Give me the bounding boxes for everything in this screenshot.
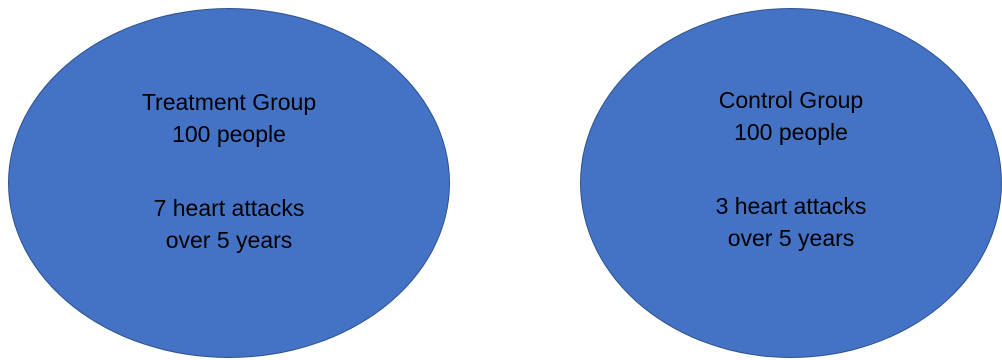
treatment-group-outcome: 7 heart attacks: [153, 195, 305, 221]
control-group-title: Control Group: [718, 87, 864, 113]
control-group-duration: over 5 years: [727, 225, 855, 251]
treatment-group-count: 100 people: [172, 121, 286, 147]
control-group-outcome: 3 heart attacks: [715, 193, 867, 219]
treatment-group-duration: over 5 years: [165, 227, 293, 253]
treatment-group-title: Treatment Group: [141, 89, 317, 115]
treatment-group-ellipse: Treatment Group 100 people 7 heart attac…: [8, 8, 450, 358]
control-group-count: 100 people: [734, 119, 848, 145]
control-group-ellipse: Control Group 100 people 3 heart attacks…: [580, 8, 1002, 358]
